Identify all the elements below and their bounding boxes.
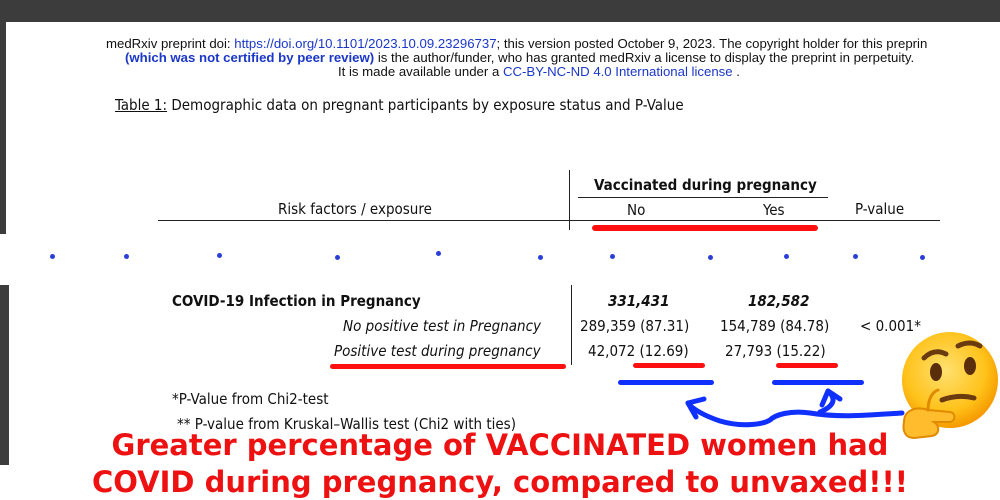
- row-value-positive-novax: 42,072 (12.69): [588, 342, 689, 360]
- doi-link[interactable]: https://doi.org/10.1101/2023.10.09.23296…: [234, 36, 497, 51]
- ellipsis-dot: [708, 255, 713, 260]
- ellipsis-dot: [217, 253, 222, 258]
- document-page-upper: [6, 22, 1000, 234]
- row-value-positive-vax: 27,793 (15.22): [725, 342, 826, 360]
- license-link[interactable]: CC-BY-NC-ND 4.0 International license: [502, 64, 733, 79]
- section-total-yes: 182,582: [748, 292, 810, 310]
- blue-underline-vax: [772, 380, 864, 385]
- section-total-no: 331,431: [608, 292, 670, 310]
- column-header-yes: Yes: [763, 201, 785, 219]
- preprint-header-line3: It is made available under a CC-BY-NC-ND…: [338, 64, 740, 79]
- row-value-no-positive-p: < 0.001*: [860, 317, 921, 335]
- row-label-positive-test: Positive test during pregnancy: [334, 342, 541, 360]
- ellipsis-dot: [610, 254, 615, 259]
- column-header-risk: Risk factors / exposure: [278, 200, 432, 218]
- table-header-rule: [158, 220, 940, 221]
- column-header-p-value: P-value: [855, 200, 905, 218]
- ellipsis-dot: [920, 255, 925, 260]
- preprint-header-line2: (which was not certified by peer review)…: [125, 50, 915, 65]
- thinking-face-icon: [902, 332, 998, 440]
- footnote-kruskal-wallis: ** P-value from Kruskal–Wallis test (Chi…: [177, 415, 516, 433]
- red-underline-vax-percent: [776, 363, 838, 368]
- footnote-chi2: *P-Value from Chi2-test: [172, 390, 329, 408]
- table-caption: Table 1: Demographic data on pregnant pa…: [115, 96, 684, 114]
- row-value-no-positive-novax: 289,359 (87.31): [580, 317, 690, 335]
- table-column-divider-bottom: [571, 285, 572, 365]
- document-page-lower: [9, 285, 1000, 500]
- ellipsis-dot: [853, 254, 858, 259]
- table-column-divider-top: [569, 170, 570, 230]
- red-underline-positive-label: [330, 364, 566, 369]
- ellipsis-dot: [784, 254, 789, 259]
- annotation-headline-line1: Greater percentage of VACCINATED women h…: [111, 428, 889, 462]
- annotation-headline-line2: COVID during pregnancy, compared to unva…: [92, 465, 908, 499]
- red-underline-novax-percent: [633, 363, 705, 368]
- screenshot-frame-left-lower: [0, 285, 9, 465]
- screenshot-frame-top: [0, 0, 1000, 22]
- ellipsis-dot: [335, 255, 340, 260]
- ellipsis-dot: [50, 254, 55, 259]
- ellipsis-dot: [124, 254, 129, 259]
- hand-drawn-arrows: [685, 388, 905, 428]
- section-label-covid-infection: COVID-19 Infection in Pregnancy: [172, 292, 421, 310]
- preprint-header-line1: medRxiv preprint doi: https://doi.org/10…: [106, 36, 928, 51]
- ellipsis-dot: [436, 251, 441, 256]
- red-underline-header: [592, 225, 818, 231]
- ellipsis-dot: [538, 255, 543, 260]
- group-header-rule: [578, 197, 828, 198]
- group-header-vaccinated: Vaccinated during pregnancy: [594, 176, 817, 194]
- row-value-no-positive-vax: 154,789 (84.78): [720, 317, 830, 335]
- row-label-no-positive-test: No positive test in Pregnancy: [343, 317, 541, 335]
- blue-underline-novax: [618, 380, 714, 385]
- column-header-no: No: [627, 201, 646, 219]
- screenshot-frame-left: [0, 22, 6, 234]
